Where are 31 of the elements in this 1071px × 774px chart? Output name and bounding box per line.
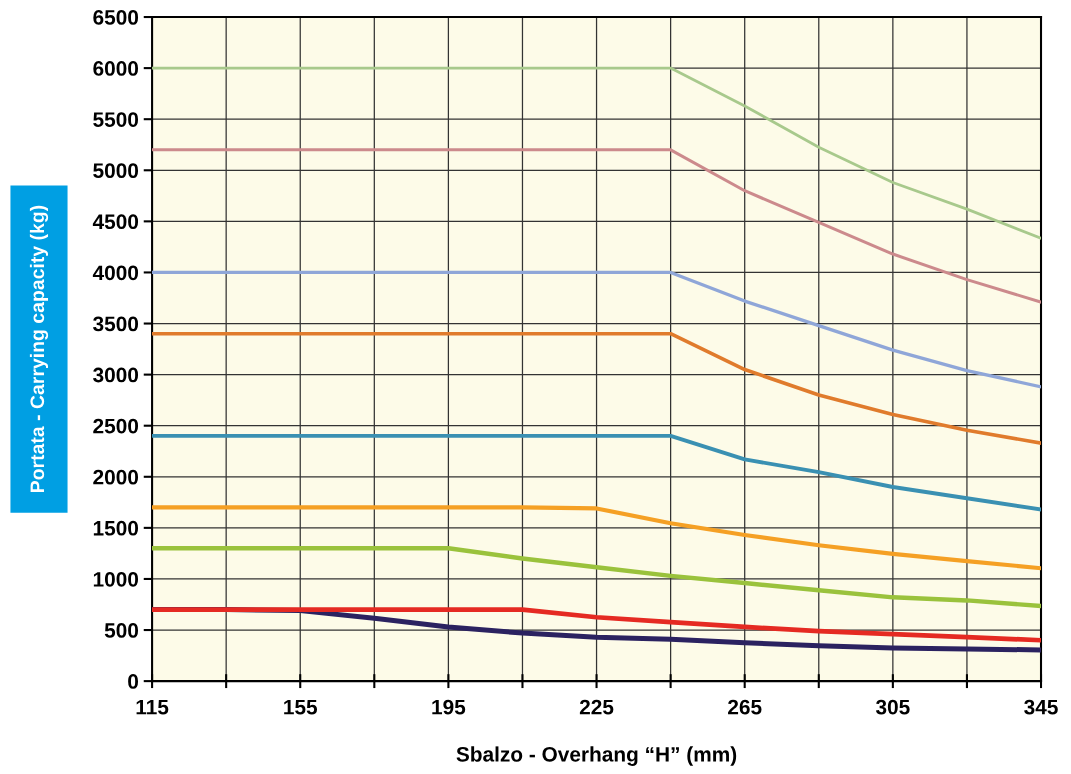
y-tick-label: 0: [128, 674, 139, 689]
y-tick-label: 1500: [93, 520, 139, 536]
x-tick-label: 305: [875, 699, 910, 715]
y-tick-label: 500: [104, 623, 139, 638]
line-series: [152, 505, 1042, 571]
y-tick-label: 6000: [93, 61, 139, 76]
line-series: [152, 546, 1042, 609]
x-tick-label: 115: [136, 699, 169, 715]
y-tick-label: 1000: [93, 571, 139, 587]
line-series: [152, 433, 1042, 512]
x-tick-label: 265: [728, 699, 762, 715]
y-tick-label: 2500: [93, 418, 139, 434]
line-series: [152, 148, 1042, 304]
y-tick-label: 3000: [93, 367, 139, 383]
line-series: [152, 270, 1042, 389]
y-tick-label: 5500: [93, 112, 139, 127]
x-tick-label: 195: [432, 699, 466, 715]
x-axis-title: Sbalzo - Overhang “H” (mm): [456, 746, 737, 766]
x-tick-label: 225: [579, 699, 614, 715]
y-tick-label: 4500: [92, 214, 139, 230]
y-tick-label: 3500: [93, 316, 139, 332]
x-tick-label: 345: [1024, 699, 1058, 715]
y-axis-title: Portata - Carrying capacity (kg): [29, 205, 49, 493]
line-series: [152, 331, 1042, 445]
line-series: [152, 607, 1042, 643]
y-tick-label: 6500: [93, 10, 139, 25]
line-series: [152, 66, 1042, 240]
y-tick-label: 5000: [93, 163, 139, 179]
x-tick-label: 155: [284, 699, 318, 715]
y-tick-label: 2000: [93, 469, 139, 485]
y-tick-label: 4000: [92, 265, 139, 281]
